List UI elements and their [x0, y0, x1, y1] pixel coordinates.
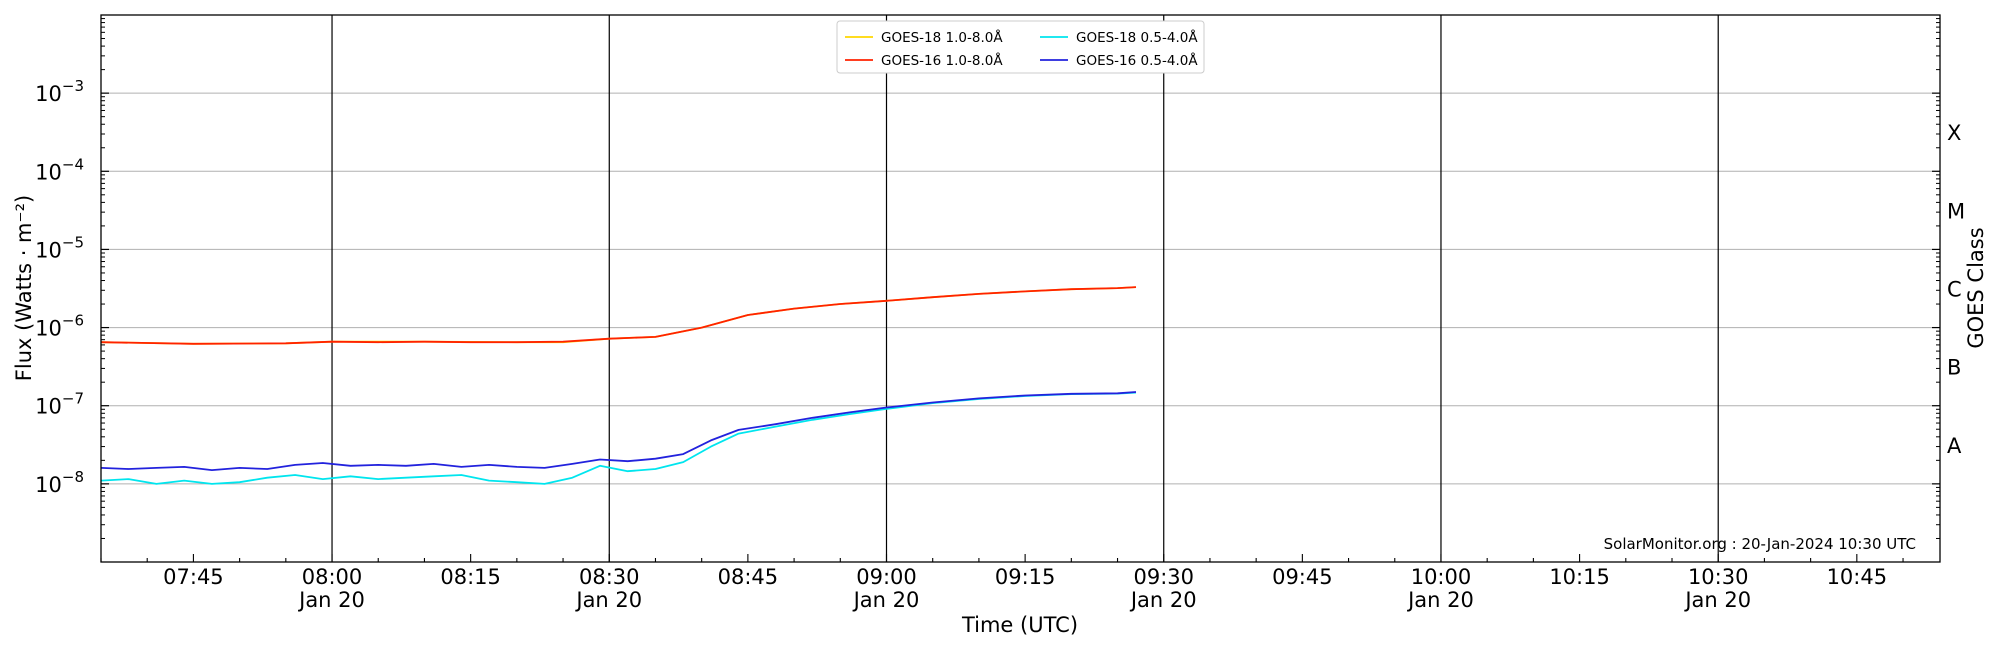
- goes-class-label: X: [1947, 121, 1961, 145]
- legend-label: GOES-16 1.0-8.0Å: [881, 52, 1003, 69]
- y-tick-label: 10−6: [35, 312, 84, 341]
- y-tick-label: 10−3: [35, 77, 84, 106]
- x-tick-date-label: Jan 20: [574, 588, 642, 612]
- goes-class-label: C: [1947, 278, 1962, 302]
- x-tick-label: 09:45: [1272, 565, 1333, 589]
- y-tick-exponent: −6: [62, 312, 84, 330]
- grid-layer: [101, 92, 1940, 485]
- legend: GOES-18 1.0-8.0Å GOES-18 0.5-4.0Å GOES-16 …: [836, 20, 1205, 74]
- y-tick-label: 10−8: [35, 468, 84, 497]
- tick-layer: [100, 18, 1940, 562]
- x-tick-label: 10:15: [1549, 565, 1610, 589]
- x-tick-date-label: Jan 20: [852, 588, 920, 612]
- x-tick-label: 08:15: [440, 565, 501, 589]
- x-tick-label: 09:30: [1133, 565, 1194, 589]
- y-tick-base: 10: [35, 160, 62, 184]
- x-tick-label: 08:45: [718, 565, 779, 589]
- x-tick-label: 09:15: [995, 565, 1056, 589]
- goes-class-label: B: [1947, 356, 1961, 380]
- y-tick-exponent: −3: [62, 77, 84, 95]
- y-tick-labels: 10−810−710−610−510−410−3: [35, 77, 84, 497]
- goes-class-label: M: [1947, 199, 1965, 223]
- x-axis-title: Time (UTC): [961, 613, 1078, 637]
- goes-class-label: A: [1947, 434, 1962, 458]
- x-tick-label: 08:00: [302, 565, 363, 589]
- goes-class-labels: A B C M X: [1947, 121, 1965, 458]
- y-tick-base: 10: [35, 82, 62, 106]
- legend-label: GOES-16 0.5-4.0Å: [1076, 52, 1198, 69]
- series-line: [100, 391, 1137, 472]
- series-layer: [100, 286, 1137, 485]
- legend-box: [836, 20, 1205, 74]
- y-tick-base: 10: [35, 317, 62, 341]
- y2-axis-title: GOES Class: [1964, 227, 1988, 348]
- legend-items: GOES-18 1.0-8.0Å GOES-18 0.5-4.0Å GOES-16 …: [845, 29, 1198, 69]
- vertical-lines: [331, 15, 1719, 562]
- y-tick-label: 10−4: [35, 155, 84, 184]
- plot-frame: [100, 14, 1941, 563]
- x-tick-label: 08:30: [579, 565, 640, 589]
- x-tick-date-label: Jan 20: [1129, 588, 1197, 612]
- x-tick-date-label: Jan 20: [1406, 588, 1474, 612]
- y-tick-exponent: −7: [62, 390, 84, 408]
- legend-label: GOES-18 1.0-8.0Å: [881, 29, 1003, 46]
- x-tick-date-label: Jan 20: [297, 588, 365, 612]
- x-tick-label: 09:00: [856, 565, 917, 589]
- x-tick-date-label: Jan 20: [1683, 588, 1751, 612]
- legend-label: GOES-18 0.5-4.0Å: [1076, 29, 1198, 46]
- y-tick-base: 10: [35, 238, 62, 262]
- y-tick-base: 10: [35, 473, 62, 497]
- y-tick-exponent: −5: [62, 233, 84, 251]
- credit-text: SolarMonitor.org : 20-Jan-2024 10:30 UTC: [1604, 535, 1916, 553]
- series-line: [100, 391, 1137, 485]
- y-tick-exponent: −8: [62, 468, 84, 486]
- y-tick-exponent: −4: [62, 155, 84, 173]
- y-tick-label: 10−7: [35, 390, 84, 419]
- x-tick-label: 10:30: [1688, 565, 1749, 589]
- series-line: [100, 286, 1137, 345]
- y-tick-base: 10: [35, 395, 62, 419]
- y-axis-title: Flux (Watts · m⁻²): [12, 195, 36, 381]
- x-tick-label: 10:00: [1411, 565, 1472, 589]
- y-tick-label: 10−5: [35, 233, 84, 262]
- x-tick-label: 10:45: [1827, 565, 1888, 589]
- x-tick-label: 07:45: [163, 565, 224, 589]
